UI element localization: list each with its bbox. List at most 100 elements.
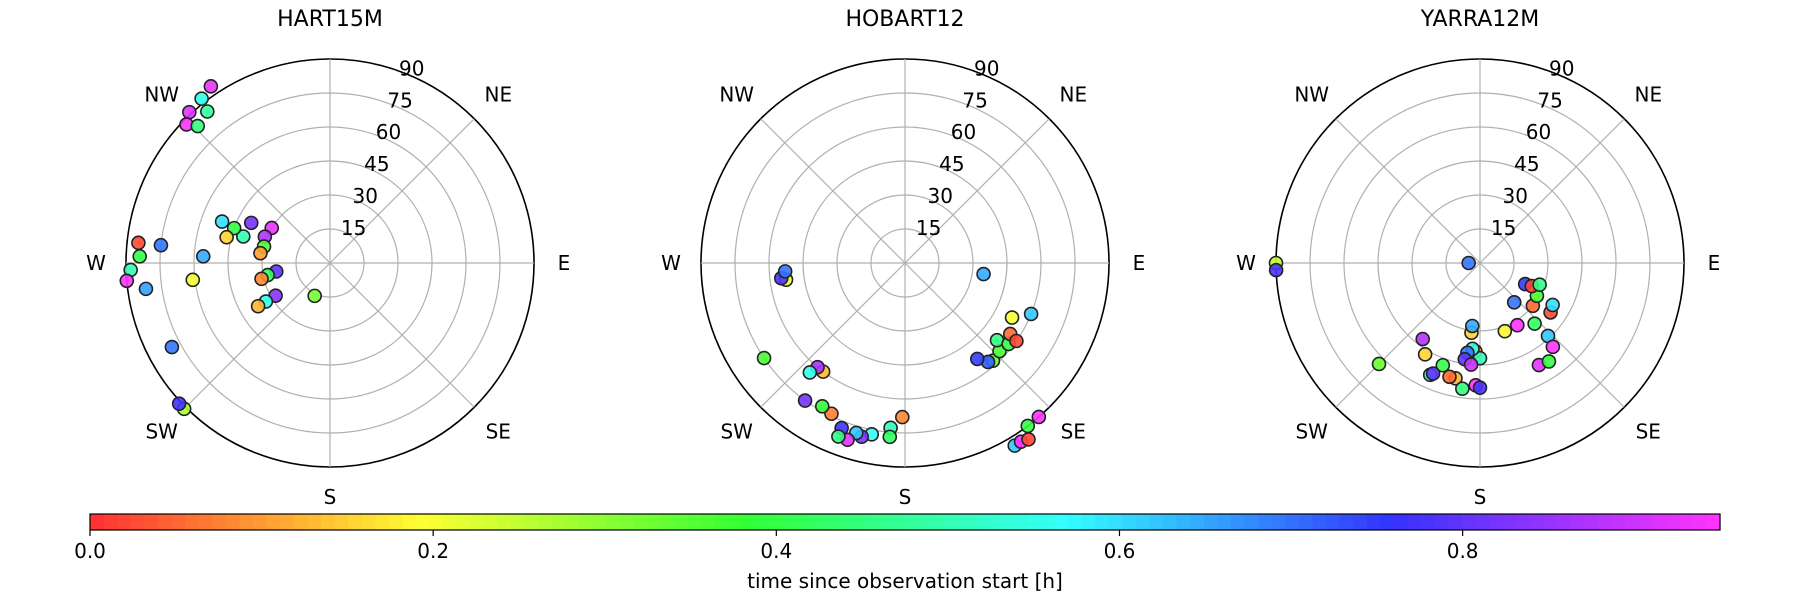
colorbar-segment	[823, 514, 838, 530]
radial-tick-label: 30	[353, 184, 378, 208]
data-point	[194, 91, 209, 106]
data-point	[1541, 354, 1557, 369]
direction-label: S	[1474, 485, 1487, 509]
colorbar-tick-label: 0.4	[760, 539, 792, 563]
colorbar-segment	[90, 514, 105, 530]
colorbar-segment	[280, 514, 295, 530]
direction-label: SW	[720, 419, 753, 443]
radial-tick-label: 90	[974, 56, 999, 80]
colorbar-segment	[742, 514, 757, 530]
colorbar-segment	[307, 514, 322, 530]
colorbar-segment	[443, 514, 458, 530]
colorbar-segment	[185, 514, 200, 530]
direction-label: SW	[1295, 419, 1328, 443]
colorbar-segment	[1190, 514, 1205, 530]
colorbar-segment	[402, 514, 417, 530]
radial-tick-label: 90	[399, 56, 424, 80]
data-point	[1506, 295, 1522, 310]
data-point	[802, 365, 818, 380]
data-point	[1031, 409, 1047, 425]
colorbar-segment	[239, 514, 254, 530]
colorbar-segment	[1461, 514, 1477, 530]
data-point	[814, 398, 830, 414]
colorbar-segment	[171, 514, 186, 530]
colorbar-segment	[972, 514, 988, 530]
radial-tick-label: 15	[1491, 216, 1516, 240]
data-point	[138, 281, 154, 297]
colorbar-segment	[103, 514, 118, 530]
data-point	[756, 350, 772, 366]
direction-label: NE	[484, 83, 512, 107]
colorbar-segment	[1163, 514, 1178, 530]
radial-tick-label: 75	[1537, 88, 1562, 112]
plot-title: HOBART12	[845, 7, 964, 32]
colorbar-segment	[1502, 514, 1517, 530]
colorbar-segment	[1665, 514, 1680, 530]
direction-label: SE	[1061, 419, 1086, 443]
polar-plot-hart15m: HART15M E NE NW W SW S SE 15 30 45 60 75 90	[86, 7, 570, 509]
colorbar-segment	[416, 514, 431, 530]
data-point	[214, 214, 230, 229]
colorbar-segment	[1597, 514, 1612, 530]
data-point	[1463, 357, 1479, 372]
colorbar-segment	[1475, 514, 1490, 530]
colorbar-segment	[497, 514, 512, 530]
colorbar-segment	[1448, 514, 1463, 530]
data-point	[1020, 418, 1036, 434]
colorbar-segment	[728, 514, 743, 530]
colorbar-segment	[837, 514, 852, 530]
radial-tick-label: 45	[1514, 152, 1539, 176]
colorbar-segment	[293, 514, 308, 530]
data-point	[1023, 306, 1039, 322]
colorbar-segment	[212, 514, 227, 530]
colorbar-segment	[1000, 514, 1015, 530]
colorbar-segment	[1203, 514, 1219, 530]
data-point	[185, 272, 201, 288]
colorbar-segment	[606, 514, 621, 530]
colorbar-segment	[1231, 514, 1246, 530]
data-point	[1425, 366, 1441, 381]
colorbar-segment	[796, 514, 811, 530]
colorbar-segment	[1706, 514, 1721, 530]
direction-label: W	[86, 251, 106, 275]
colorbar-segment	[1407, 514, 1422, 530]
colorbar-segment	[117, 514, 132, 530]
colorbar-segment	[633, 514, 648, 530]
colorbar-segment	[348, 514, 363, 530]
grid-spoke	[185, 118, 331, 264]
colorbar-segment	[877, 514, 893, 530]
colorbar-segment	[524, 514, 539, 530]
colorbar-segment	[1149, 514, 1164, 530]
data-point	[131, 235, 146, 251]
colorbar-segment	[864, 514, 879, 530]
direction-label: SE	[1636, 419, 1661, 443]
data-point	[1268, 262, 1284, 278]
data-point	[164, 339, 180, 355]
radial-tick-label: 75	[962, 88, 987, 112]
data-point	[1455, 381, 1470, 396]
colorbar-segment	[1380, 514, 1395, 530]
colorbar-segment	[646, 514, 662, 530]
colorbar-segment	[1624, 514, 1640, 530]
colorbar-segment	[1516, 514, 1531, 530]
polar-plot-hobart12: HOBART12 E NE NW W SW S SE 15 30 45 60 75 90	[661, 7, 1145, 509]
data-point	[1545, 297, 1560, 313]
colorbar-segment	[388, 514, 404, 530]
data-point	[976, 266, 991, 282]
colorbar-segment	[429, 514, 444, 530]
colorbar-segment	[1244, 514, 1259, 530]
data-point	[132, 249, 148, 264]
data-point	[1004, 310, 1020, 325]
colorbar-segment	[660, 514, 675, 530]
colorbar-segment	[483, 514, 499, 530]
colorbar-segment	[157, 514, 173, 530]
data-point	[1497, 323, 1513, 339]
direction-label: E	[1708, 251, 1721, 275]
data-point	[254, 271, 269, 287]
data-point	[250, 298, 266, 314]
radial-tick-label: 60	[951, 120, 976, 144]
colorbar: time since observation start [h] 0.0 0.2 0…	[74, 513, 1721, 593]
plot-title: HART15M	[277, 7, 383, 32]
data-point	[1472, 380, 1488, 395]
